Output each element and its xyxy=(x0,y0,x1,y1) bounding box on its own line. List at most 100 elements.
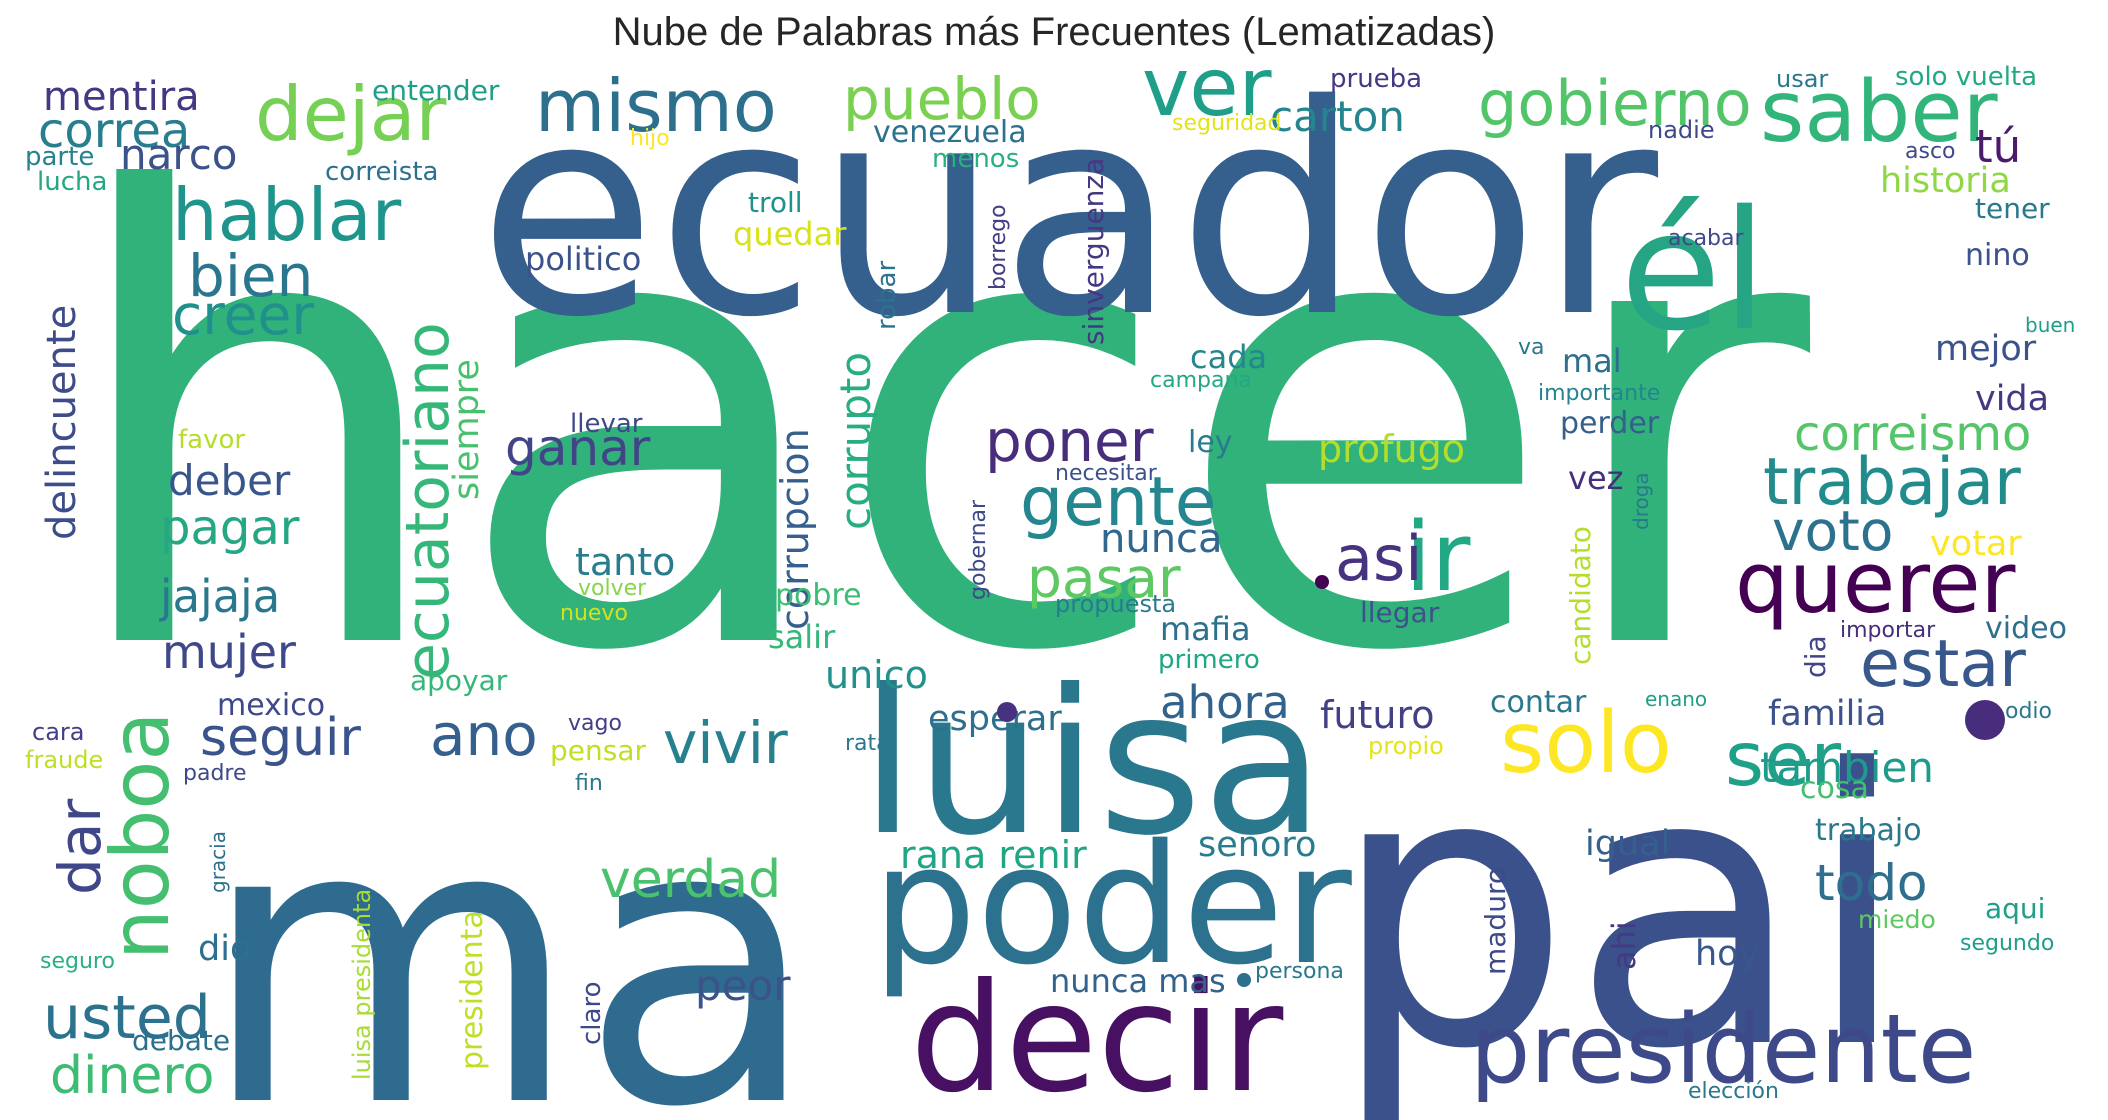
word-favor: favor xyxy=(178,425,245,455)
word-gente: gente xyxy=(1020,463,1217,542)
word-vivir: vivir xyxy=(663,709,788,777)
word-estar: estar xyxy=(1860,627,2026,702)
word-ecuador: ecuador xyxy=(478,44,1661,381)
word-propio: propio xyxy=(1368,732,1444,760)
word-droga: droga xyxy=(1629,472,1653,530)
word-cara: cara xyxy=(32,718,84,746)
word-rana-renir: rana renir xyxy=(900,833,1087,877)
word-salir: salir xyxy=(768,618,836,656)
word-poner: poner xyxy=(985,407,1154,475)
word-profugo: profugo xyxy=(1318,427,1465,471)
word-dar: dar xyxy=(46,799,114,895)
word-solo-vuelta: solo vuelta xyxy=(1895,62,2037,92)
word-tú: tú xyxy=(1975,120,2021,173)
word-mal: mal xyxy=(1562,342,1622,380)
word-llegar: llegar xyxy=(1360,596,1440,629)
word-ahora: ahora xyxy=(1160,676,1290,729)
word-claro: claro xyxy=(577,982,607,1045)
word-nunca-mas: nunca mas xyxy=(1050,962,1226,1000)
word-gobernar: gobernar xyxy=(966,499,991,600)
word-borrego: borrego xyxy=(986,204,1011,290)
word-luisa: luisa xyxy=(860,647,1325,880)
word-votar: votar xyxy=(1930,524,2022,564)
word-dia: dia xyxy=(1799,635,1832,678)
word-todo: todo xyxy=(1815,854,1928,912)
word-ir: ir xyxy=(1405,503,1471,613)
word-llevar: llevar xyxy=(570,409,643,439)
word-querer: querer xyxy=(1735,534,2015,633)
word-cada: cada xyxy=(1190,338,1267,376)
word-trabajo: trabajo xyxy=(1815,813,1922,848)
dot-mark xyxy=(1237,973,1251,987)
word-importar: importar xyxy=(1840,618,1936,643)
word-delincuente: delincuente xyxy=(39,305,85,540)
word-mexico: mexico xyxy=(217,688,325,723)
word-rata: rata xyxy=(845,731,890,756)
word-hablar: hablar xyxy=(172,173,402,257)
word-asi: asi xyxy=(1335,522,1423,595)
word-ver: ver xyxy=(1142,41,1272,134)
word-nino: nino xyxy=(1965,238,2030,273)
word-tener: tener xyxy=(1975,192,2050,225)
word-elección: elección xyxy=(1688,1079,1779,1104)
word-ser: ser xyxy=(1725,715,1841,803)
word-mujer: mujer xyxy=(162,625,296,679)
word-hoy: hoy xyxy=(1695,934,1759,974)
word-historia: historia xyxy=(1880,161,2011,201)
chart-title: Nube de Palabras más Frecuentes (Lematiz… xyxy=(612,10,1496,54)
dot-mark xyxy=(1965,700,2005,740)
word-correa: correa xyxy=(38,103,190,159)
word-luisa-presidenta: luisa presidenta xyxy=(348,889,376,1080)
word-hijo: hijo xyxy=(630,126,670,151)
word-ano: ano xyxy=(430,701,538,769)
word-mismo: mismo xyxy=(535,64,777,148)
word-creer: creer xyxy=(172,283,314,347)
word-deber: deber xyxy=(168,456,291,505)
word-candidato: candidato xyxy=(1564,526,1597,665)
word-ganar: ganar xyxy=(505,419,651,477)
word-ley: ley xyxy=(1188,425,1233,460)
word-ecuatoriano: ecuatoriano xyxy=(393,322,463,680)
word-mafia: mafia xyxy=(1160,610,1251,648)
word-carton: carton xyxy=(1270,92,1405,141)
word-poder: poder xyxy=(872,809,1352,1001)
word-cosa: cosa xyxy=(1800,771,1869,806)
word-unico: unico xyxy=(825,653,928,697)
word-necesitar: necesitar xyxy=(1055,461,1158,486)
word-nuevo: nuevo xyxy=(560,601,628,626)
word-quedar: quedar xyxy=(733,215,847,253)
word-presidente: presidente xyxy=(1470,995,1976,1105)
word-sinverguenza: sinverguenza xyxy=(1077,158,1110,345)
word-maduro: maduro xyxy=(1479,867,1512,975)
word-debate: debate xyxy=(132,1024,230,1057)
word-buen: buen xyxy=(2025,313,2075,337)
word-noboa: noboa xyxy=(94,712,187,960)
word-hacer: hacer xyxy=(60,66,1817,787)
word-vago: vago xyxy=(568,711,622,736)
word-pensar: pensar xyxy=(550,734,646,767)
word-campana: campana xyxy=(1150,368,1252,393)
word-pobre: pobre xyxy=(775,578,862,613)
word-él: él xyxy=(1620,175,1767,367)
word-video: video xyxy=(1985,611,2067,646)
word-pagar: pagar xyxy=(160,500,300,556)
word-propuesta: propuesta xyxy=(1055,590,1176,618)
word-solo: solo xyxy=(1500,694,1672,793)
word-venezuela: venezuela xyxy=(873,115,1027,150)
word-pueblo: pueblo xyxy=(843,65,1041,133)
word-ahi: ahi xyxy=(1605,921,1643,970)
word-gracia: gracia xyxy=(206,831,230,893)
word-vez: vez xyxy=(1568,459,1623,497)
word-corrupcion: corrupcion xyxy=(773,428,817,630)
word-presidenta: presidenta xyxy=(455,910,490,1070)
word-verdad: verdad xyxy=(600,850,781,910)
word-miedo: miedo xyxy=(1858,905,1936,934)
word-nadie: nadie xyxy=(1648,116,1715,144)
word-narco: narco xyxy=(120,130,238,179)
word-menos: menos xyxy=(932,144,1019,174)
word-politico: politico xyxy=(525,240,641,278)
word-dinero: dinero xyxy=(50,1046,214,1106)
word-nunca: nunca xyxy=(1100,516,1223,562)
word-odio: odio xyxy=(2005,699,2052,724)
